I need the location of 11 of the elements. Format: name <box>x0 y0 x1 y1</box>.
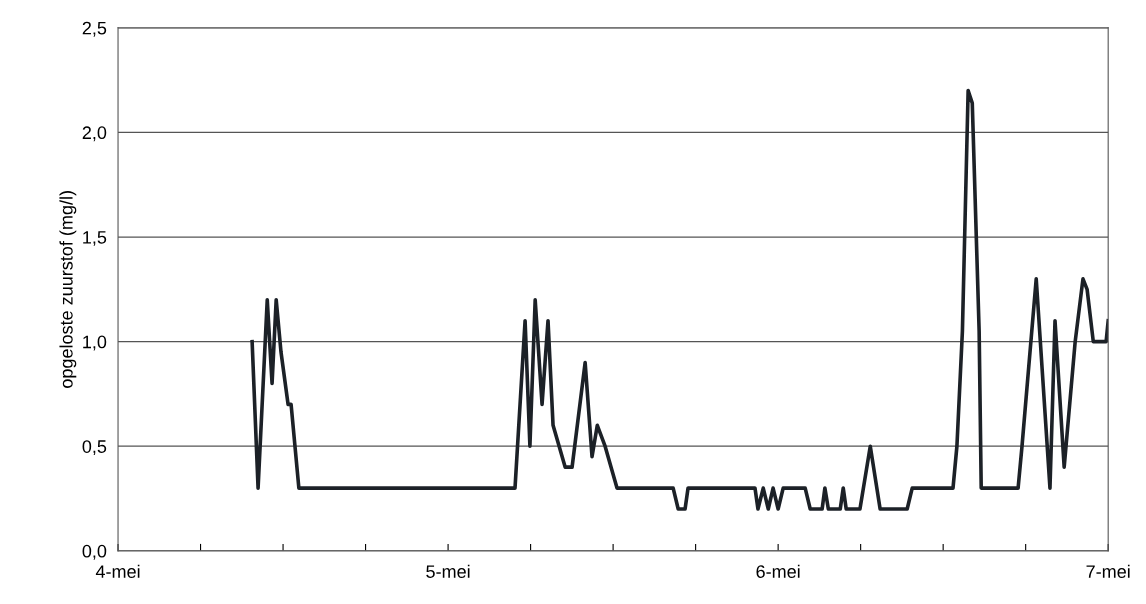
y-tick-label: 1,5 <box>83 231 107 246</box>
x-tick-label: 5-mei <box>426 564 470 578</box>
y-tick-label: 1,0 <box>83 335 107 351</box>
x-tick-label: 4-mei <box>95 564 140 578</box>
x-tick-label: 7-mei <box>1086 564 1130 578</box>
y-tick-label: 0,5 <box>82 440 107 456</box>
x-tick-label: 6-mei <box>756 564 800 578</box>
y-axis-title: opgeloste zuurstof (mg/l) <box>59 191 77 388</box>
y-tick-label: 0,0 <box>82 544 107 560</box>
y-tick-label: 2,0 <box>82 126 107 142</box>
y-tick-label: 2,5 <box>82 21 107 37</box>
